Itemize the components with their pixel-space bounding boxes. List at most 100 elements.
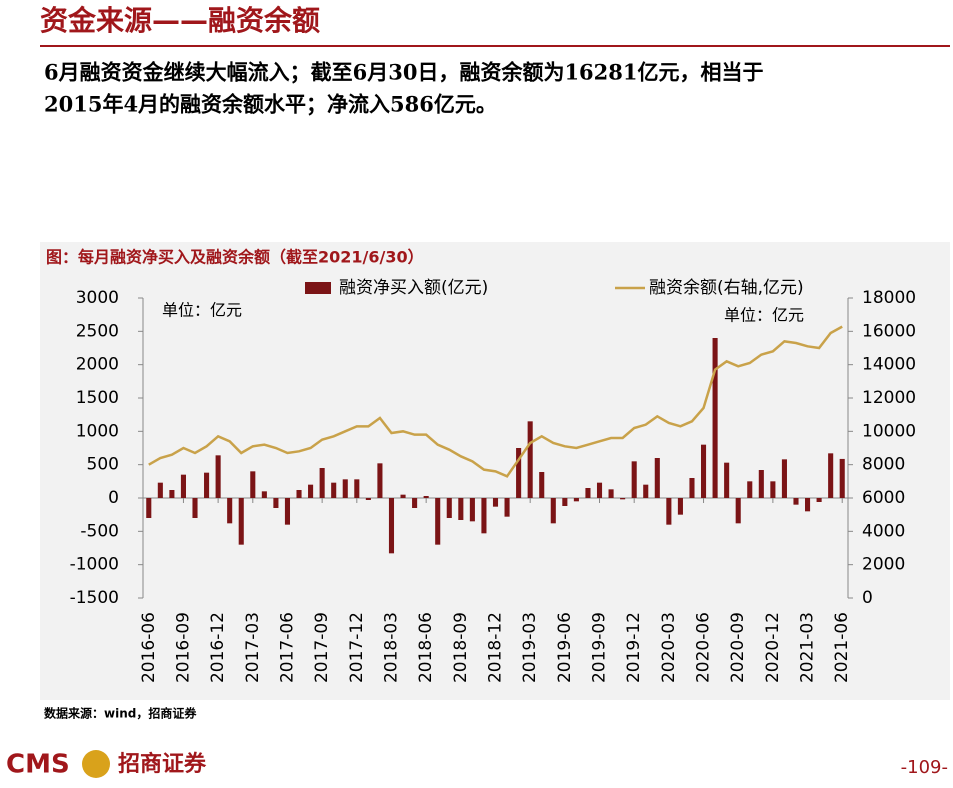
bar	[157, 482, 163, 498]
bar	[354, 479, 360, 498]
bar	[435, 498, 441, 545]
bar	[504, 498, 510, 517]
x-tick-label: 2019-03	[520, 612, 540, 683]
bar	[550, 498, 556, 524]
y2-tick-label: 18000	[862, 288, 916, 308]
bar	[227, 498, 233, 524]
page-number: -109-	[901, 757, 948, 778]
bar	[724, 462, 730, 498]
bar	[828, 453, 834, 498]
line	[148, 325, 843, 478]
body-line: 2015年4月的融资余额水平；净流入586亿元。	[44, 92, 497, 117]
x-tick-label: 2018-03	[381, 612, 401, 683]
body-line: 6月融资资金继续大幅流入；截至6月30日，融资余额为16281亿元，相当于	[44, 60, 764, 85]
bar	[747, 481, 753, 498]
bar	[342, 479, 348, 498]
x-tick-label: 2018-06	[416, 612, 436, 683]
y-tick-label: -500	[80, 521, 119, 541]
bar	[816, 498, 822, 502]
logo: CMS	[6, 750, 70, 780]
bar	[169, 490, 175, 498]
bar	[377, 463, 383, 498]
x-tick-label: 2016-06	[139, 612, 159, 683]
x-tick-label: 2018-12	[486, 612, 506, 683]
bar	[654, 458, 660, 498]
y-tick-label: 1000	[76, 421, 119, 441]
bar	[400, 494, 406, 498]
bar	[666, 498, 672, 525]
bar	[273, 498, 279, 508]
y2-tick-label: 16000	[862, 321, 916, 341]
y2-tick-label: 6000	[862, 488, 905, 508]
y2-tick-label: 12000	[862, 388, 916, 408]
bar	[677, 498, 683, 515]
x-tick-label: 2016-12	[208, 612, 228, 683]
bar	[527, 421, 533, 498]
y-tick-label: 0	[108, 488, 119, 508]
bar	[388, 498, 395, 554]
x-tick-label: 2021-06	[832, 612, 852, 683]
bar	[261, 491, 267, 498]
bar	[608, 489, 614, 498]
bar	[585, 488, 591, 498]
logo-icon	[82, 750, 110, 778]
page-title: 资金来源——融资余额	[40, 4, 320, 37]
y2-tick-label: 10000	[862, 421, 916, 441]
bar	[562, 498, 568, 506]
chart-title: 图：每月融资净买入及融资余额（截至2021/6/30）	[46, 248, 424, 267]
annotation: 单位：亿元	[162, 301, 242, 320]
x-tick-label: 2020-03	[659, 612, 679, 683]
y-tick-label: -1500	[70, 588, 119, 608]
bar	[539, 472, 545, 498]
bar	[758, 470, 764, 498]
bar	[793, 498, 799, 505]
bar	[712, 338, 718, 498]
annotation: 单位：亿元	[724, 306, 804, 325]
bar	[735, 498, 741, 524]
bar	[308, 484, 314, 498]
y2-tick-label: 14000	[862, 355, 916, 375]
x-tick-label: 2019-06	[555, 612, 575, 683]
bar	[458, 498, 464, 520]
x-tick-label: 2020-09	[728, 612, 748, 683]
bar	[596, 482, 603, 498]
bar	[238, 498, 244, 545]
bar	[204, 472, 210, 498]
bar	[412, 498, 418, 508]
x-tick-label: 2017-03	[243, 612, 263, 683]
y-tick-label: 2000	[76, 355, 119, 375]
y2-tick-label: 0	[862, 588, 873, 608]
bar	[192, 498, 198, 518]
bar	[365, 498, 371, 500]
x-tick-label: 2017-06	[277, 612, 297, 683]
bar	[700, 444, 707, 498]
bar	[805, 498, 811, 512]
bar	[620, 498, 626, 500]
bar	[146, 498, 152, 518]
y-tick-label: -1000	[70, 555, 119, 575]
bar	[296, 490, 302, 498]
y-tick-label: 500	[87, 455, 119, 475]
source: 数据来源：wind，招商证券	[44, 706, 197, 721]
bar	[781, 459, 787, 498]
bar	[770, 481, 776, 498]
bar	[689, 478, 695, 498]
y-tick-label: 1500	[76, 388, 119, 408]
bar	[516, 448, 522, 498]
bar	[423, 496, 429, 498]
bar	[331, 482, 337, 498]
y2-tick-label: 4000	[862, 521, 905, 541]
x-tick-label: 2019-09	[590, 612, 610, 683]
x-tick-label: 2017-09	[312, 612, 332, 683]
x-tick-label: 2020-12	[763, 612, 783, 683]
bar	[481, 498, 487, 534]
bar	[492, 498, 499, 507]
bar	[573, 498, 579, 502]
legend-label: 融资净买入额(亿元)	[339, 278, 488, 298]
bar	[446, 498, 452, 518]
bar	[319, 468, 325, 498]
bar	[284, 498, 291, 525]
bar	[469, 498, 475, 522]
y-tick-label: 3000	[76, 288, 119, 308]
